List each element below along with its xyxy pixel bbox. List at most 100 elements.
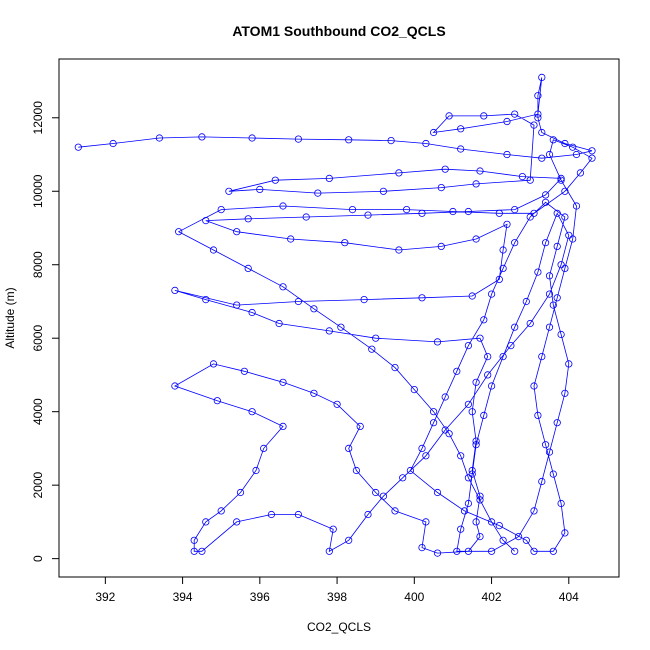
data-point	[526, 319, 534, 328]
data-point	[503, 220, 511, 228]
data-point	[391, 363, 399, 372]
y-tick-label: 2000	[31, 471, 45, 498]
data-point	[572, 150, 581, 159]
data-point	[476, 496, 484, 504]
data-point	[252, 466, 260, 475]
data-point	[472, 180, 480, 188]
data-point	[445, 430, 453, 438]
data-point	[337, 323, 345, 331]
data-point	[256, 185, 264, 193]
x-tick-label: 398	[327, 590, 347, 604]
data-point	[534, 110, 542, 118]
data-point	[345, 136, 353, 144]
data-point	[248, 134, 256, 142]
data-point	[395, 246, 403, 254]
data-point	[433, 488, 442, 497]
data-point	[511, 206, 519, 214]
data-point	[514, 532, 523, 541]
data-point	[499, 536, 507, 544]
data-point	[364, 211, 372, 219]
data-point	[511, 110, 519, 118]
data-point	[453, 547, 461, 555]
data-point	[418, 444, 426, 452]
data-point	[279, 202, 287, 210]
data-point	[217, 206, 225, 214]
data-point	[572, 202, 581, 210]
data-point	[526, 176, 534, 184]
data-point	[372, 334, 380, 342]
data-point	[240, 367, 248, 375]
data-point	[202, 217, 210, 225]
data-point	[530, 507, 538, 515]
data-point	[487, 382, 496, 390]
data-point	[545, 150, 554, 159]
data-point	[464, 341, 472, 350]
x-tick-label: 400	[404, 590, 424, 604]
data-point	[233, 301, 241, 309]
data-point	[460, 507, 469, 515]
data-point	[565, 231, 573, 239]
data-point	[410, 385, 418, 394]
data-point	[549, 136, 557, 144]
data-point	[314, 189, 322, 197]
data-point	[557, 174, 565, 182]
data-point	[588, 147, 596, 155]
x-tick-label: 402	[482, 590, 502, 604]
data-point	[279, 378, 287, 386]
data-point	[511, 323, 519, 331]
data-point	[225, 187, 233, 195]
chart-title: ATOM1 Southbound CO2_QCLS	[232, 23, 445, 39]
data-point	[457, 145, 465, 153]
data-point	[472, 235, 480, 243]
data-point	[379, 187, 387, 195]
y-tick-label: 4000	[31, 398, 45, 425]
data-point	[441, 393, 449, 401]
data-point	[213, 397, 221, 405]
data-point	[565, 360, 573, 368]
data-point	[198, 547, 206, 555]
x-tick-label: 392	[95, 590, 115, 604]
data-point	[155, 134, 163, 142]
data-point	[175, 228, 183, 236]
x-axis: 392 394 396 398 400 402 404	[95, 577, 579, 604]
data-point	[217, 507, 225, 515]
data-point	[433, 338, 442, 346]
data-point	[441, 426, 449, 434]
data-point	[499, 264, 507, 272]
data-point	[209, 360, 218, 368]
data-point	[545, 323, 554, 331]
y-axis-label: Altitude (m)	[3, 287, 17, 348]
plot-frame	[58, 58, 620, 578]
data-point	[472, 518, 480, 526]
data-point	[464, 499, 472, 508]
data-point	[449, 207, 457, 216]
data-point	[503, 117, 511, 126]
data-point	[472, 378, 480, 386]
data-point	[487, 518, 496, 526]
data-point	[441, 165, 449, 173]
data-point	[561, 213, 569, 221]
data-point	[402, 206, 411, 214]
data-point	[522, 536, 530, 544]
data-point	[499, 246, 507, 254]
data-point	[553, 294, 561, 302]
data-point	[480, 411, 488, 419]
data-point	[437, 242, 445, 250]
data-point	[511, 547, 519, 555]
data-point	[294, 510, 302, 519]
data-point	[418, 543, 426, 552]
data-point	[209, 246, 218, 254]
data-point	[453, 367, 461, 375]
data-point	[372, 488, 380, 497]
data-point	[569, 143, 577, 151]
data-point	[279, 422, 287, 430]
data-point	[557, 330, 565, 339]
data-point	[468, 408, 476, 416]
data-point	[364, 510, 372, 519]
data-point	[530, 209, 538, 217]
data-point	[476, 492, 484, 500]
data-point	[406, 466, 414, 475]
data-point	[530, 382, 538, 390]
y-tick-label: 12000	[31, 101, 45, 135]
